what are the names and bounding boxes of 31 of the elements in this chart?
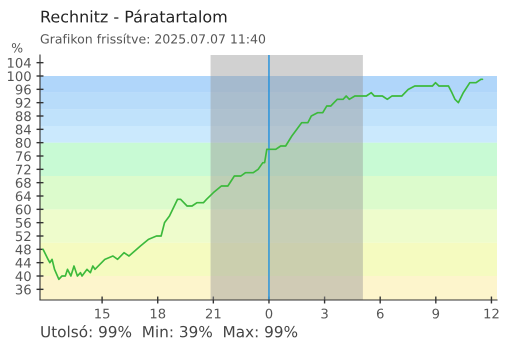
y-tick-label: 36: [16, 284, 31, 295]
chart-title: Rechnitz - Páratartalom: [42, 10, 226, 23]
x-tick-label: 6: [376, 308, 384, 319]
y-tick-label: 44: [16, 258, 31, 268]
y-tick-label: 52: [16, 231, 30, 242]
y-tick-label: 100: [8, 71, 31, 82]
y-tick-label: 96: [16, 84, 31, 95]
y-tick-label: 48: [16, 244, 31, 255]
y-tick-label: 88: [16, 111, 31, 122]
y-tick-label: 64: [16, 191, 31, 202]
y-tick-label: 56: [16, 218, 31, 228]
y-axis-title: %: [12, 43, 22, 53]
y-tick-label: 60: [16, 204, 31, 215]
x-tick-label: 9: [432, 308, 440, 319]
text: Utolsó: 99% Min: 39% Max: 99%: [41, 324, 298, 338]
line-series: [42, 78, 484, 280]
x-tick-label: 3: [321, 308, 328, 319]
y-tick-label: 72: [16, 164, 30, 174]
y-tick-label: 104: [8, 58, 31, 68]
y-tick-label: 80: [16, 138, 31, 148]
x-tick-label: 21: [206, 308, 221, 318]
y-tick-label: 84: [16, 124, 31, 135]
y-tick-label: 76: [16, 151, 31, 162]
y-tick-label: 68: [16, 178, 31, 188]
x-tick-label: 0: [266, 308, 272, 319]
y-tick-label: 92: [16, 98, 30, 108]
chart-subtitle: Grafikon frissítve: 2025.07.07 11:40: [40, 33, 266, 44]
y-tick-label: 40: [16, 271, 31, 282]
x-tick-label: 12: [484, 308, 499, 318]
x-tick-label: 18: [150, 308, 166, 319]
x-tick-label: 15: [95, 308, 110, 319]
